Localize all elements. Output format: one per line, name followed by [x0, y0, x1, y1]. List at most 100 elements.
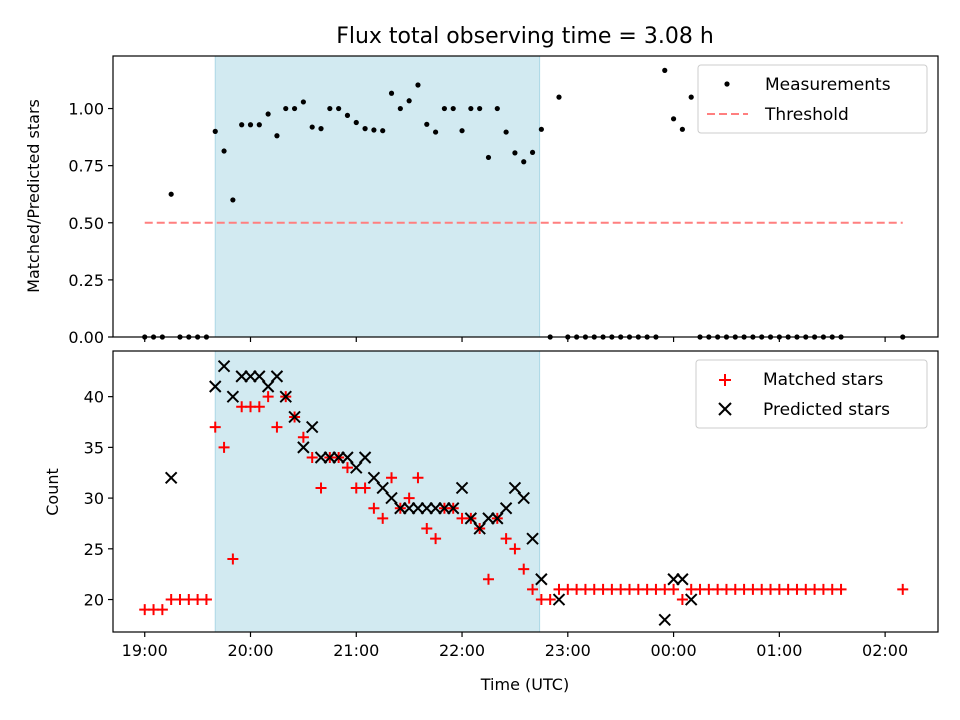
- top-legend-box: [697, 64, 928, 134]
- legend-predicted-label: Predicted stars: [763, 400, 890, 420]
- measurement-point: [336, 105, 342, 112]
- legend-measurements-marker: [724, 81, 730, 87]
- matched-star-point: [518, 563, 530, 575]
- matched-star-point: [297, 431, 309, 443]
- measurement-point: [459, 128, 465, 134]
- measurement-point: [512, 150, 518, 156]
- measurement-point: [344, 112, 351, 118]
- matched-star-point: [271, 421, 283, 433]
- y-tick-label: 30: [84, 489, 104, 508]
- predicted-star-point: [217, 360, 231, 373]
- measurement-point: [221, 148, 227, 154]
- x-tick-label: 01:00: [756, 641, 802, 660]
- legend-predicted-marker: [718, 402, 732, 416]
- matched-star-point: [412, 472, 424, 484]
- predicted-star-point: [385, 491, 398, 505]
- predicted-star-point: [305, 420, 319, 434]
- legend-matched-label: Matched stars: [763, 370, 883, 390]
- matched-star-point: [315, 482, 327, 494]
- predicted-star-point: [464, 512, 478, 525]
- observing-interval-band: [214, 55, 541, 338]
- measurement-point: [168, 191, 174, 197]
- measurement-point: [477, 105, 483, 112]
- matched-star-point: [306, 452, 318, 464]
- measurement-point: [309, 124, 315, 130]
- measurement-point: [441, 105, 448, 112]
- measurement-point: [380, 128, 386, 134]
- predicted-star-point: [358, 451, 372, 464]
- matched-star-point: [227, 553, 239, 565]
- predicted-star-point: [332, 451, 345, 464]
- predicted-star-point: [323, 451, 337, 464]
- matched-star-point: [509, 543, 521, 555]
- measurement-point: [239, 122, 245, 128]
- measurement-point: [283, 105, 289, 112]
- matched-star-point: [262, 391, 274, 403]
- legend-matched-marker: [719, 374, 731, 386]
- predicted-star-point: [499, 502, 513, 515]
- x-tick-label: 20:00: [227, 641, 273, 660]
- y-tick-label: 25: [84, 540, 104, 559]
- predicted-star-point: [438, 502, 451, 515]
- measurement-point: [212, 128, 218, 134]
- measurement-point: [521, 159, 527, 165]
- predicted-star-point: [253, 370, 266, 383]
- bottom-axis-ticks: 20 25 30 35 40 19:00 20:00 21:00 22:00 23:00 00:00…: [84, 388, 909, 660]
- measurement-point: [318, 126, 324, 132]
- predicted-star-point: [473, 522, 486, 535]
- y-tick-label: 0.25: [68, 271, 104, 290]
- measurement-point: [371, 127, 377, 133]
- observing-interval-shade: [214, 350, 541, 633]
- measurement-point: [529, 149, 536, 156]
- matched-star-point: [527, 583, 539, 595]
- x-tick-label: 23:00: [545, 641, 591, 660]
- y-tick-label: 20: [84, 591, 104, 610]
- top-axis-ticks: 0.00 0.25 0.50 0.75 1.00: [68, 100, 886, 347]
- matched-star-point: [377, 512, 389, 524]
- measurement-point: [353, 119, 359, 126]
- predicted-star-point: [455, 481, 469, 495]
- predicted-star-point: [235, 370, 248, 383]
- matched-star-point: [835, 583, 847, 595]
- matched-star-point: [253, 401, 265, 413]
- predicted-star-point: [270, 370, 284, 383]
- predicted-star-point: [535, 573, 548, 586]
- matched-star-point: [359, 482, 371, 494]
- y-tick-label: 35: [84, 438, 104, 457]
- measurement-point: [450, 105, 456, 112]
- measurement-point: [362, 126, 368, 132]
- measurement-point: [397, 105, 403, 112]
- top-y-axis-label: Matched/Predicted stars: [24, 99, 43, 293]
- x-tick-label: 21:00: [333, 641, 379, 660]
- predicted-star-point: [279, 390, 292, 403]
- predicted-star-point: [164, 471, 178, 485]
- predicted-star-point: [209, 380, 222, 393]
- measurement-point: [432, 129, 439, 135]
- x-tick-label: 22:00: [439, 641, 485, 660]
- matched-star-point: [341, 462, 353, 474]
- predicted-star-point: [244, 370, 257, 383]
- matched-star-point: [421, 523, 433, 535]
- predicted-star-point: [508, 481, 522, 495]
- x-tick-label: 19:00: [122, 641, 168, 660]
- predicted-star-point: [684, 593, 698, 606]
- measurement-point: [556, 94, 562, 100]
- measurement-point: [468, 105, 474, 112]
- predicted-star-point: [341, 451, 354, 464]
- measurement-point: [388, 90, 395, 96]
- y-tick-label: 0.75: [68, 157, 104, 176]
- bottom-plot-marks: [139, 360, 909, 627]
- measurement-point: [291, 105, 298, 112]
- predicted-star-point: [402, 502, 416, 515]
- observing-interval-band: [214, 350, 541, 633]
- predicted-star-point: [482, 512, 495, 525]
- measurement-point: [265, 111, 271, 117]
- bottom-legend-box: [695, 359, 928, 429]
- chart-title: Flux total observing time = 3.08 h: [336, 24, 714, 49]
- measurement-point: [670, 116, 677, 122]
- predicted-star-point: [376, 481, 389, 495]
- predicted-star-point: [261, 380, 275, 393]
- y-tick-label: 1.00: [68, 100, 104, 119]
- matched-star-point: [368, 502, 380, 514]
- predicted-star-point: [420, 502, 433, 515]
